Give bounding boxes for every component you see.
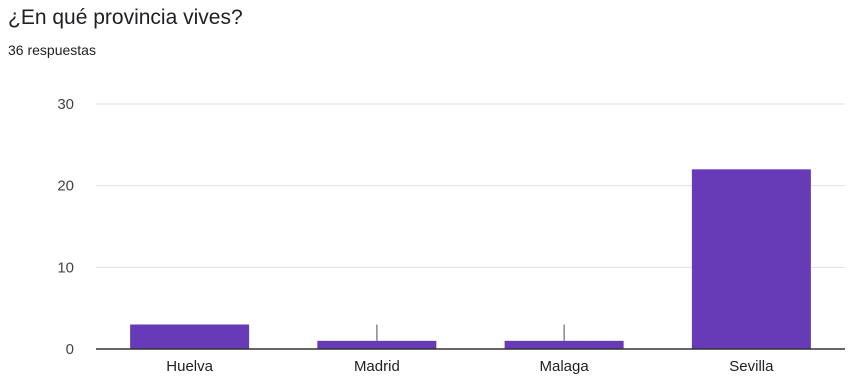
bar-huelva [130,324,250,349]
x-tick-label: Malaga [540,358,590,375]
x-tick-label: Sevilla [729,358,774,375]
y-tick-label: 30 [57,96,74,113]
x-axis-labels: Huelva Madrid Malaga Sevilla [166,358,774,375]
x-tick-label: Huelva [166,358,213,375]
y-axis-ticks: 0 10 20 30 [57,96,74,358]
chart-title: ¿En qué provincia vives? [8,6,243,29]
y-tick-label: 0 [66,341,74,358]
y-tick-label: 20 [57,178,74,195]
bar-malaga [504,340,624,349]
response-count: 36 respuestas [8,42,96,58]
bar-sevilla [691,169,811,349]
bar-madrid [317,340,437,349]
y-tick-label: 10 [57,259,74,276]
x-tick-label: Madrid [354,358,400,375]
bars [130,169,811,349]
error-bars [376,324,565,341]
